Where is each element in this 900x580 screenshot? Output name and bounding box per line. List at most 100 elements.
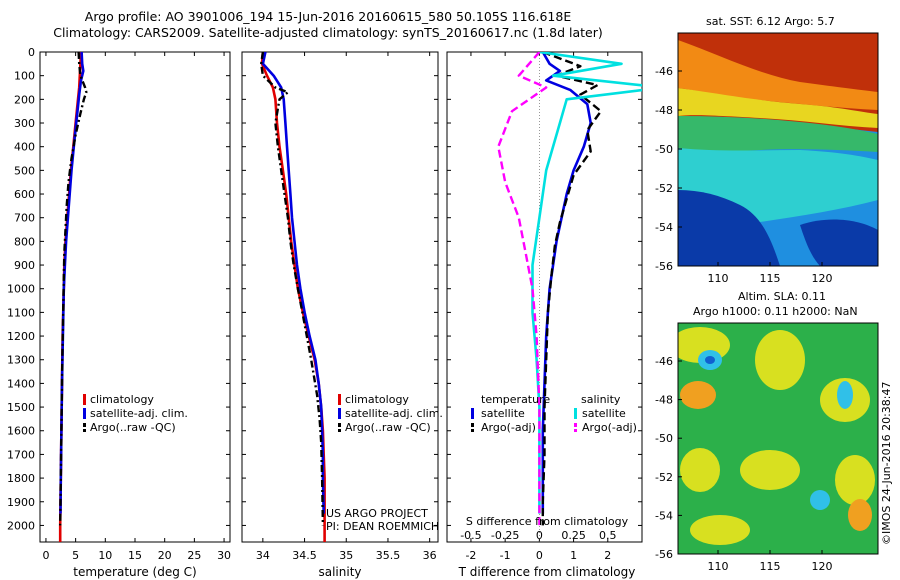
sst-cold-region-2: [800, 219, 878, 266]
legend-header-temperature: temperature: [481, 393, 550, 406]
legend-swatch-t-argo: [471, 423, 474, 427]
ytick-label: 1300: [7, 354, 35, 367]
xtick-top-label: -0.25: [491, 529, 519, 542]
sla-map-ytick-label: -50: [655, 432, 673, 445]
xtick-label: 1: [570, 549, 577, 562]
difference-series-group: [497, 52, 642, 542]
temperature-series-group: [58, 52, 88, 542]
ytick-label: 700: [14, 212, 35, 225]
sla-blob-cyan-3: [810, 490, 830, 510]
ytick-label: 1800: [7, 472, 35, 485]
series-line-climatology: [260, 52, 326, 542]
sst-map-ytick-label: -50: [655, 143, 673, 156]
legend-swatch-climatology: [338, 394, 341, 405]
series-line-argo-raw-qc-: [59, 52, 88, 526]
legend-swatch-argo-2: [83, 429, 86, 432]
series-line-temperature-argo-adj-: [541, 52, 603, 526]
sst-map-xtick-label: 115: [760, 272, 781, 285]
difference-panel-frame: [446, 51, 643, 543]
legend-swatch-s-satellite: [574, 408, 577, 419]
series-line-salinity-argo-adj-: [497, 52, 548, 526]
sst-map-ytick-label: -48: [655, 104, 673, 117]
ytick-label: 500: [14, 164, 35, 177]
sla-blob-yellow-6: [835, 455, 875, 505]
ytick-label: 200: [14, 93, 35, 106]
sst-map-xtick-label: 110: [708, 272, 729, 285]
xtick-label: 0: [42, 549, 49, 562]
ytick-label: 1500: [7, 401, 35, 414]
ytick-label: 1200: [7, 330, 35, 343]
sla-map-ytick-label: -52: [655, 471, 673, 484]
sla-blob-blue-1: [705, 356, 715, 364]
legend-swatch-satellite-adj: [83, 408, 86, 419]
sla-blob-yellow-4: [680, 448, 720, 492]
sla-blob-yellow-2: [755, 330, 805, 390]
sst-map-xtick-label: 120: [812, 272, 833, 285]
sla-map-ytick-label: -46: [655, 355, 673, 368]
sla-blob-yellow-5: [740, 450, 800, 490]
series-line-argo-raw-qc-: [260, 52, 325, 526]
sst-map: [678, 33, 878, 266]
legend-header-salinity: salinity: [581, 393, 621, 406]
legend-swatch-argo: [83, 423, 86, 427]
legend-label-satellite-adj: satellite-adj. clim.: [345, 407, 443, 420]
ytick-label: 1700: [7, 448, 35, 461]
sst-map-title: sat. SST: 6.12 Argo: 5.7: [706, 15, 835, 28]
sst-orange-band: [678, 40, 878, 110]
sst-cold-region: [678, 190, 780, 266]
sla-map-ytick-label: -56: [655, 548, 673, 561]
xtick-top-label: 0.5: [599, 529, 617, 542]
series-line-salinity-satellite: [531, 52, 642, 514]
legend-label-argo: Argo(..raw -QC): [345, 421, 431, 434]
ytick-label: 600: [14, 188, 35, 201]
ytick-label: 1100: [7, 306, 35, 319]
title-line-1: Argo profile: AO 3901006_194 15-Jun-2016…: [84, 9, 572, 24]
xtick-label: -1: [500, 549, 511, 562]
ytick-label: 100: [14, 70, 35, 83]
xtick-label: 0: [536, 549, 543, 562]
legend-label-t-satellite: satellite: [481, 407, 525, 420]
temperature-panel-frame: [39, 51, 231, 543]
sst-green-band: [678, 116, 878, 152]
legend-swatch-argo-2: [338, 429, 341, 432]
legend-swatch-t-argo-2: [471, 429, 474, 432]
sst-map-ytick-label: -56: [655, 260, 673, 273]
ytick-label: 0: [28, 46, 35, 59]
legend-label-argo: Argo(..raw -QC): [90, 421, 176, 434]
sst-map-ytick-label: -46: [655, 65, 673, 78]
xtick-label: 2: [604, 549, 611, 562]
xtick-label: 10: [98, 549, 112, 562]
title-line-2: Climatology: CARS2009. Satellite-adjuste…: [53, 25, 603, 40]
sla-map: [678, 323, 878, 554]
legend-label-climatology: climatology: [90, 393, 154, 406]
salinity-series-group: [260, 52, 326, 542]
ytick-label: 900: [14, 259, 35, 272]
legend-swatch-argo: [338, 423, 341, 427]
sla-blob-cyan-2: [837, 381, 853, 409]
legend-label-s-satellite: satellite: [582, 407, 626, 420]
legend-swatch-t-satellite: [471, 408, 474, 419]
legend-swatch-satellite-adj: [338, 408, 341, 419]
sla-map-xtick-label: 110: [708, 560, 729, 573]
legend-label-s-argo: Argo(-adj): [582, 421, 637, 434]
xtick-label: 5: [72, 549, 79, 562]
ytick-label: 1600: [7, 425, 35, 438]
sst-map-ytick-label: -52: [655, 182, 673, 195]
sla-map-xtick-label: 115: [760, 560, 781, 573]
xtick-label: 35: [339, 549, 353, 562]
project-annotation-1: US ARGO PROJECT: [326, 507, 428, 520]
temperature-legend: climatology satellite-adj. clim. Argo(..…: [83, 393, 188, 434]
sla-map-xtick-label: 120: [812, 560, 833, 573]
xtick-label: 34.5: [292, 549, 317, 562]
xtick-label: 36: [423, 549, 437, 562]
xtick-top-label: 0.25: [561, 529, 586, 542]
ytick-label: 300: [14, 117, 35, 130]
sla-map-ytick-label: -54: [655, 509, 673, 522]
salinity-legend: climatology satellite-adj. clim. Argo(..…: [326, 393, 443, 533]
ytick-label: 400: [14, 141, 35, 154]
difference-xlabel: T difference from climatology: [458, 565, 636, 579]
ytick-label: 1400: [7, 377, 35, 390]
series-line-satellite-adj-clim-: [261, 52, 325, 514]
legend-swatch-s-argo: [574, 423, 577, 427]
